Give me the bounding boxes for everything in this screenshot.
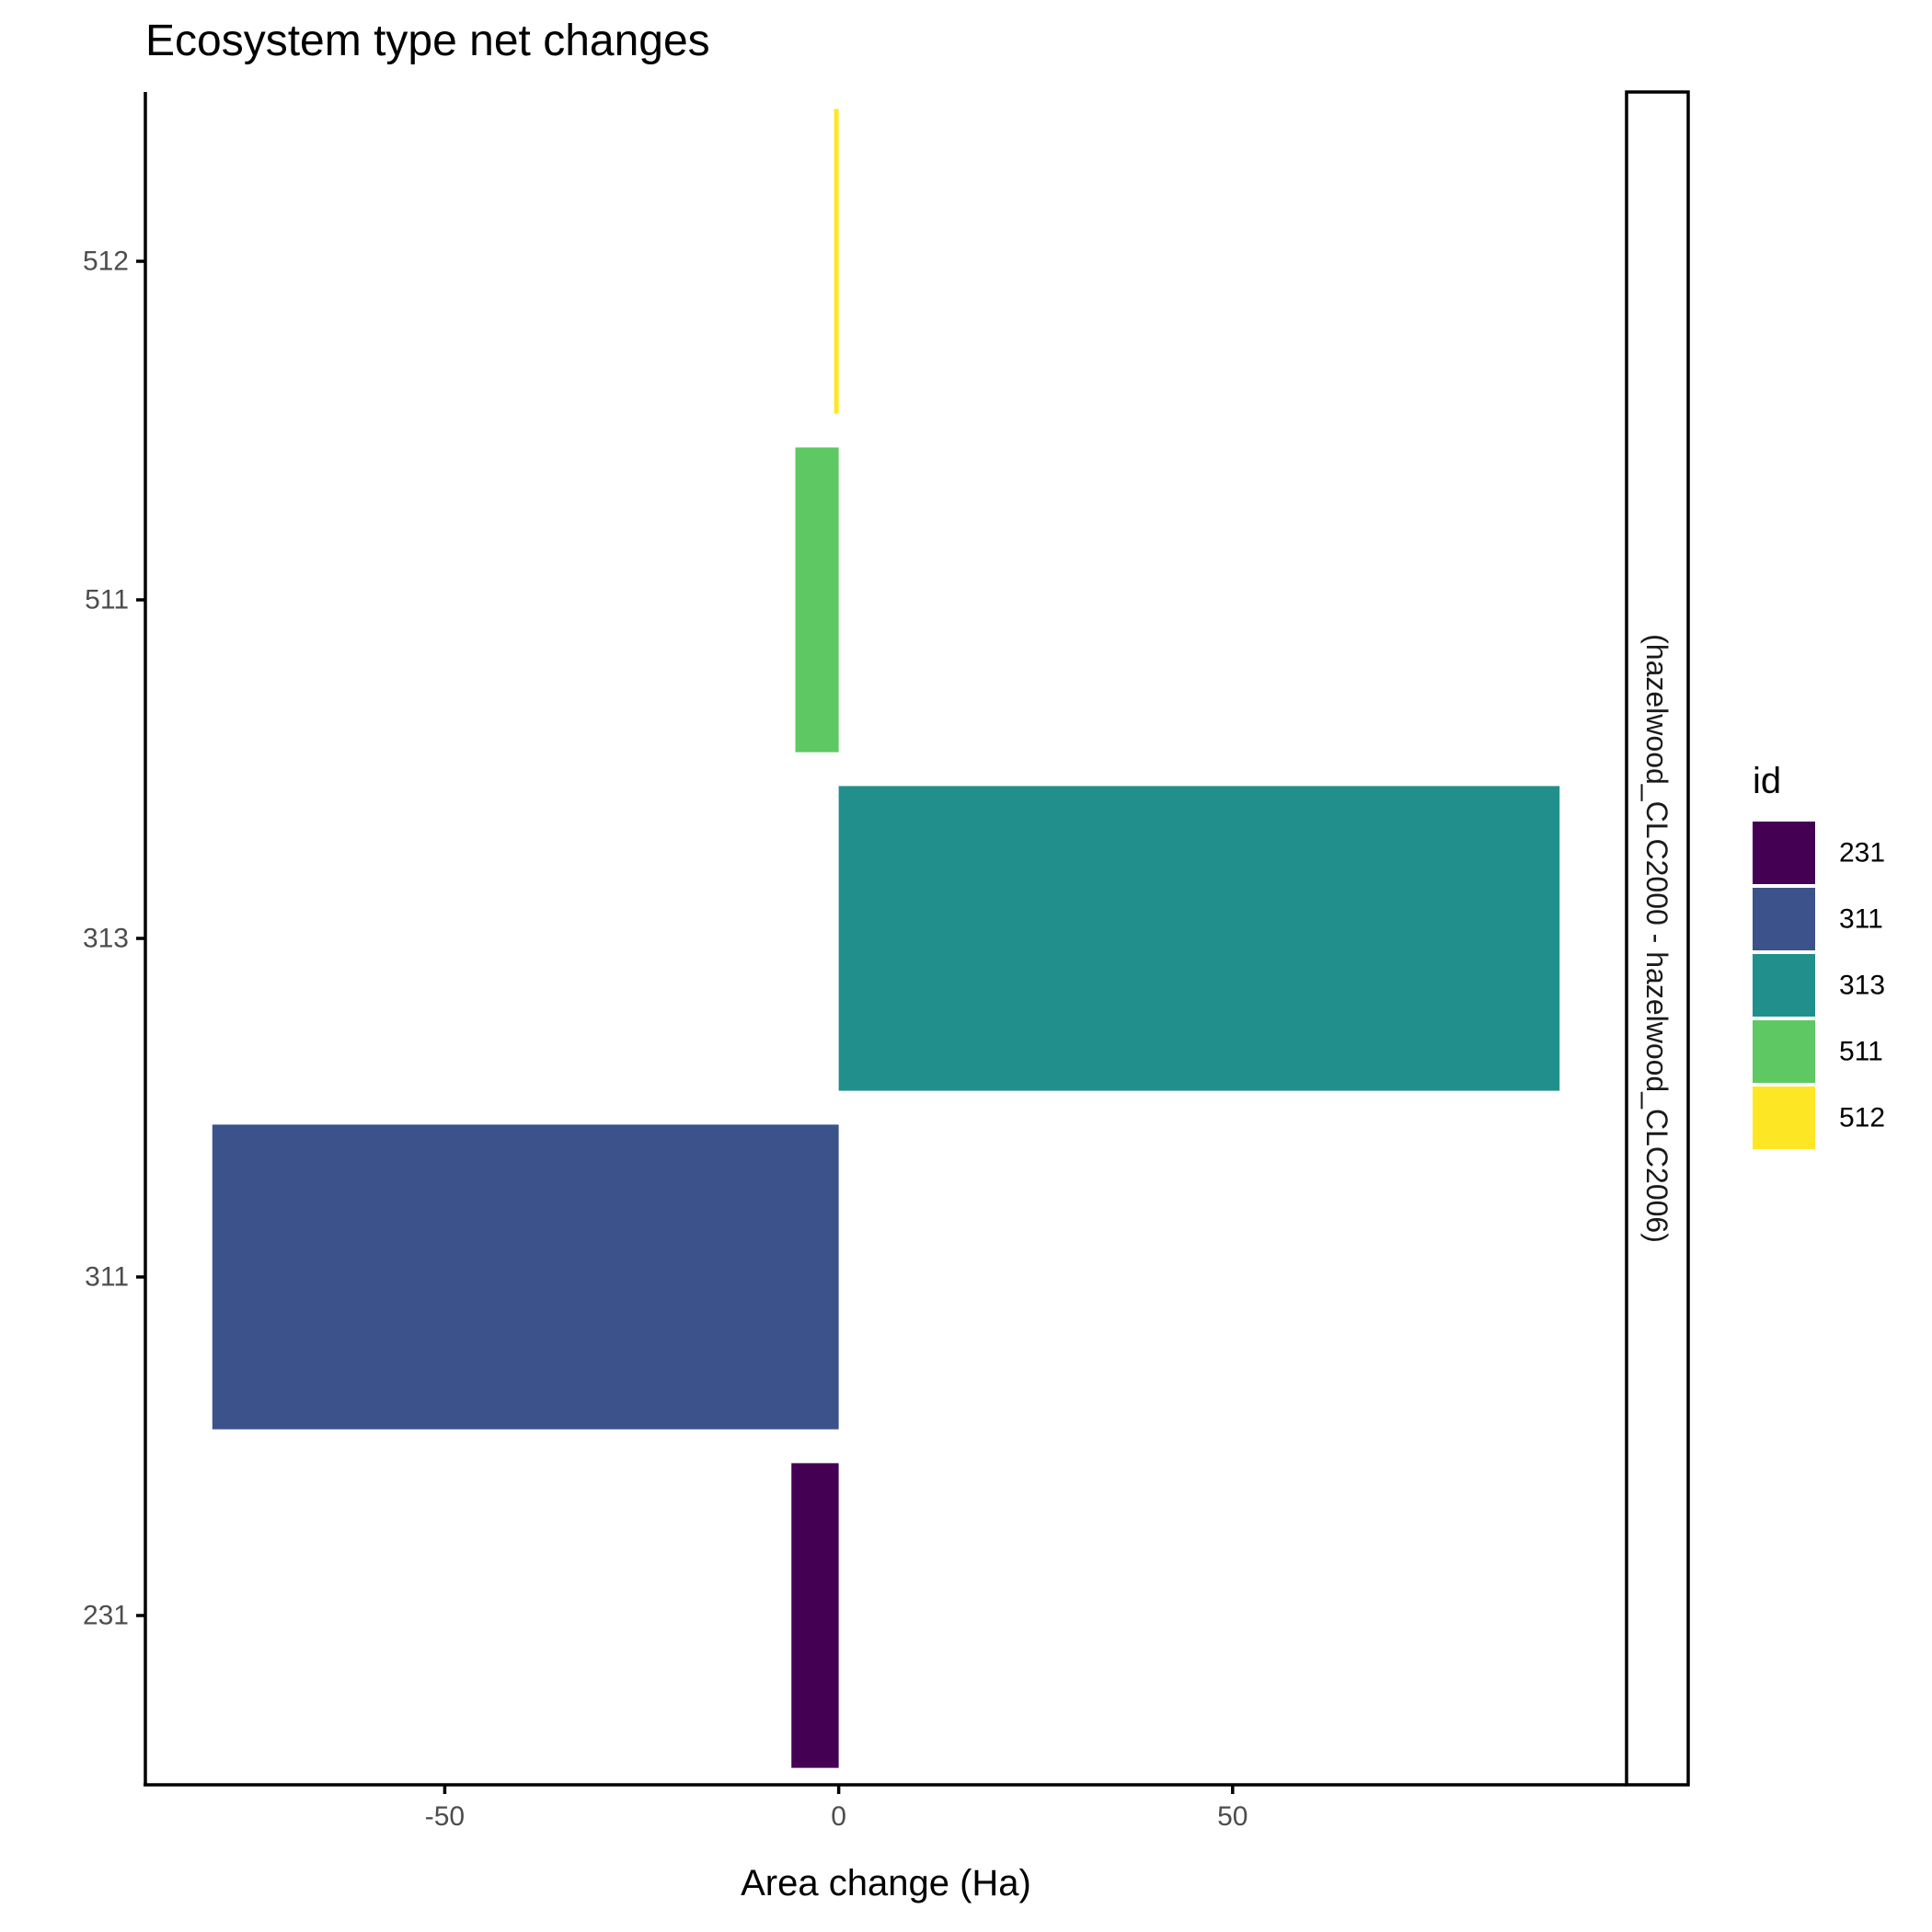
legend-key-311 bbox=[1753, 888, 1815, 950]
legend-label: 311 bbox=[1839, 904, 1883, 935]
legend-key-511 bbox=[1753, 1020, 1815, 1083]
bar-512 bbox=[834, 109, 839, 414]
facet-strip: (hazelwood_CLC2000 - hazelwood_CLC2006) bbox=[1625, 90, 1690, 1787]
bar-511 bbox=[795, 447, 839, 753]
y-tick-label: 311 bbox=[85, 1262, 129, 1293]
legend-key-512 bbox=[1753, 1087, 1815, 1149]
facet-strip-label: (hazelwood_CLC2000 - hazelwood_CLC2006) bbox=[1640, 634, 1673, 1243]
bar-231 bbox=[791, 1463, 839, 1768]
legend-key-313 bbox=[1753, 954, 1815, 1017]
legend-label: 512 bbox=[1839, 1103, 1885, 1133]
y-tick-label: 511 bbox=[85, 585, 129, 615]
x-tick-label: 0 bbox=[831, 1801, 846, 1832]
legend-key-231 bbox=[1753, 822, 1815, 884]
x-axis-title: Area change (Ha) bbox=[741, 1863, 1031, 1903]
bars-layer bbox=[212, 109, 1560, 1768]
y-tick-label: 313 bbox=[83, 924, 129, 954]
y-tick-label: 512 bbox=[83, 247, 129, 277]
facet-strip-box bbox=[1625, 90, 1690, 1787]
chart-title: Ecosystem type net changes bbox=[145, 17, 710, 65]
bar-313 bbox=[838, 786, 1560, 1091]
legend-label: 313 bbox=[1839, 971, 1885, 1001]
legend: id 231 311 313 511 512 bbox=[1753, 761, 1885, 1149]
bar-311 bbox=[212, 1124, 839, 1430]
x-axis-ticks: -50 0 50 bbox=[425, 1785, 1248, 1832]
legend-label: 511 bbox=[1839, 1037, 1883, 1067]
x-tick-label: -50 bbox=[425, 1801, 465, 1832]
y-tick-label: 231 bbox=[83, 1601, 129, 1631]
legend-title: id bbox=[1753, 761, 1781, 801]
x-tick-label: 50 bbox=[1217, 1801, 1248, 1832]
legend-label: 231 bbox=[1839, 838, 1885, 868]
y-axis-ticks: 231 311 313 511 512 bbox=[83, 247, 145, 1631]
